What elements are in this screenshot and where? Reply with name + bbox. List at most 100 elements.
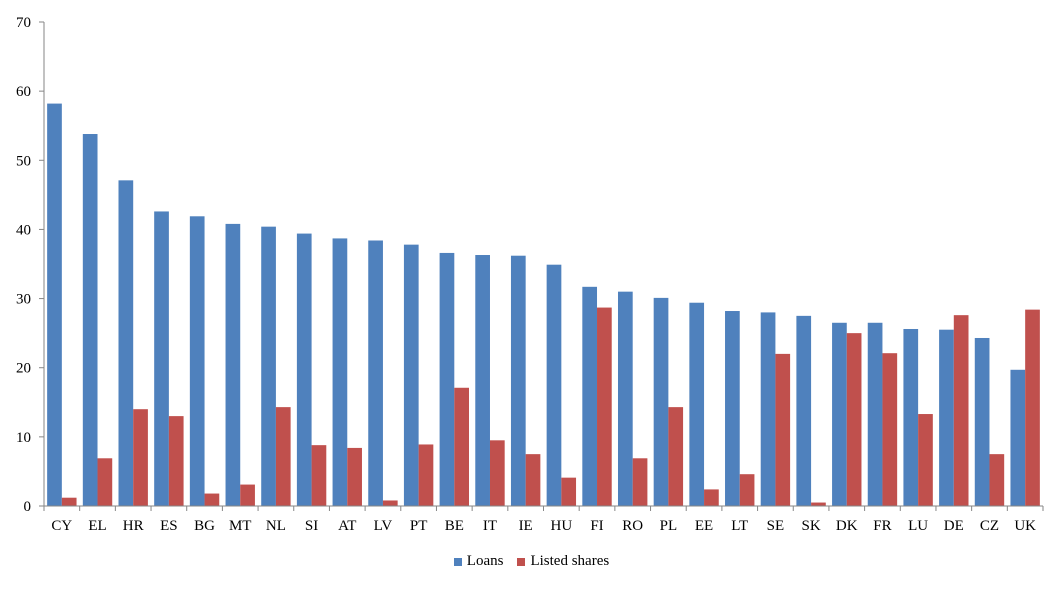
bar-loans-se [760,312,776,506]
y-tick-label: 60 [16,84,31,100]
x-tick-label-dk: DK [836,518,858,534]
bar-loans-pl [653,297,669,506]
x-tick-label-nl: NL [266,518,286,534]
bar-listed-shares-at [347,447,362,506]
bar-listed-shares-ee [704,489,719,506]
x-tick-label-fr: FR [873,518,891,534]
bar-loans-de [939,329,954,506]
bar-loans-lv [368,240,383,506]
y-tick-label: 30 [16,292,31,308]
x-tick-label-bg: BG [194,518,215,534]
bar-loans-el [82,134,98,507]
bar-loans-cy [47,103,62,507]
x-tick-label-cy: CY [51,518,72,534]
bar-loans-nl [261,226,276,507]
bar-loans-fr [867,322,883,506]
bar-listed-shares-lu [918,414,933,506]
x-tick-label-el: EL [88,518,106,534]
legend-label-loans: Loans [466,553,504,569]
bar-listed-shares-uk [1025,309,1040,506]
y-tick-label: 10 [16,430,31,446]
bar-loans-si [296,233,312,506]
legend-item-loans: Loans [453,553,504,570]
y-tick-label: 20 [16,361,31,377]
x-tick-label-pt: PT [410,518,428,534]
x-tick-label-es: ES [160,518,178,534]
legend-swatch-listed-shares [517,557,526,566]
bar-listed-shares-bg [204,493,220,506]
bar-listed-shares-hu [561,477,577,506]
y-tick-label: 50 [16,153,31,169]
bar-loans-cz [974,337,990,506]
bar-loans-dk [832,322,847,506]
x-tick-label-lt: LT [731,518,748,534]
x-tick-label-hr: HR [123,518,144,534]
x-tick-label-de: DE [944,518,964,534]
bar-listed-shares-ie [525,454,541,506]
bar-listed-shares-hr [133,409,148,506]
legend-item-listed-shares: Listed shares [517,553,609,570]
y-tick-label: 0 [24,499,32,515]
x-tick-label-si: SI [305,518,318,534]
bar-listed-shares-it [489,440,505,506]
bar-listed-shares-fi [597,307,612,506]
bar-listed-shares-fr [882,353,898,506]
bar-listed-shares-be [454,387,470,506]
x-tick-label-be: BE [445,518,464,534]
x-tick-label-sk: SK [801,518,820,534]
bar-loans-ro [617,291,633,506]
x-tick-label-cz: CZ [980,518,999,534]
bar-loans-sk [796,315,812,506]
x-tick-label-ro: RO [622,518,643,534]
x-tick-label-it: IT [483,518,497,534]
x-tick-label-ee: EE [695,518,713,534]
bar-loans-be [439,252,455,506]
bar-listed-shares-lv [382,500,398,506]
bar-listed-shares-pl [668,407,684,506]
x-tick-label-fi: FI [590,518,603,534]
bar-listed-shares-cy [61,497,77,506]
bars [47,103,1040,507]
legend: Loans Listed shares [0,553,1063,570]
legend-swatch-loans [453,557,462,566]
bar-loans-it [475,255,490,506]
bar-listed-shares-pt [418,444,434,506]
bar-listed-shares-mt [240,484,255,506]
bar-loans-uk [1010,369,1026,506]
x-tick-label-ie: IE [519,518,533,534]
y-tick-label: 40 [16,222,31,238]
bar-chart: 0 10 20 30 40 50 60 70 CY EL HR ES BG MT NL SI AT LV PT BE… [16,15,1044,534]
bar-listed-shares-lt [739,474,755,506]
y-axis: 0 10 20 30 40 50 60 70 [16,15,45,515]
bar-listed-shares-es [168,416,184,506]
bar-loans-es [154,211,169,507]
bar-loans-lt [725,311,740,506]
bar-loans-bg [189,216,205,506]
bar-listed-shares-cz [989,454,1005,506]
x-tick-label-hu: HU [551,518,573,534]
x-axis: CY EL HR ES BG MT NL SI AT LV PT BE IT IE HU FI RO PL EE LT… [43,505,1044,534]
y-tick-label: 70 [16,15,31,31]
x-tick-label-at: AT [338,518,356,534]
bar-loans-mt [225,223,241,506]
bar-listed-shares-de [953,315,969,506]
bar-listed-shares-ro [632,458,648,506]
bar-loans-pt [403,244,419,506]
bar-loans-hr [118,180,134,506]
bar-listed-shares-si [311,445,327,506]
x-tick-label-uk: UK [1014,518,1036,534]
x-tick-label-se: SE [767,518,785,534]
bar-loans-hu [546,264,562,506]
bar-listed-shares-se [775,353,791,506]
legend-label-listed-shares: Listed shares [530,553,610,569]
bar-loans-ee [689,302,705,506]
bar-listed-shares-nl [275,407,291,506]
x-tick-label-pl: PL [660,518,678,534]
bar-listed-shares-dk [846,333,862,506]
x-tick-label-lu: LU [908,518,928,534]
bar-loans-ie [510,255,526,506]
bar-listed-shares-sk [811,502,826,506]
bar-listed-shares-el [97,458,113,506]
bar-loans-lu [903,328,919,506]
bar-loans-at [332,238,348,506]
